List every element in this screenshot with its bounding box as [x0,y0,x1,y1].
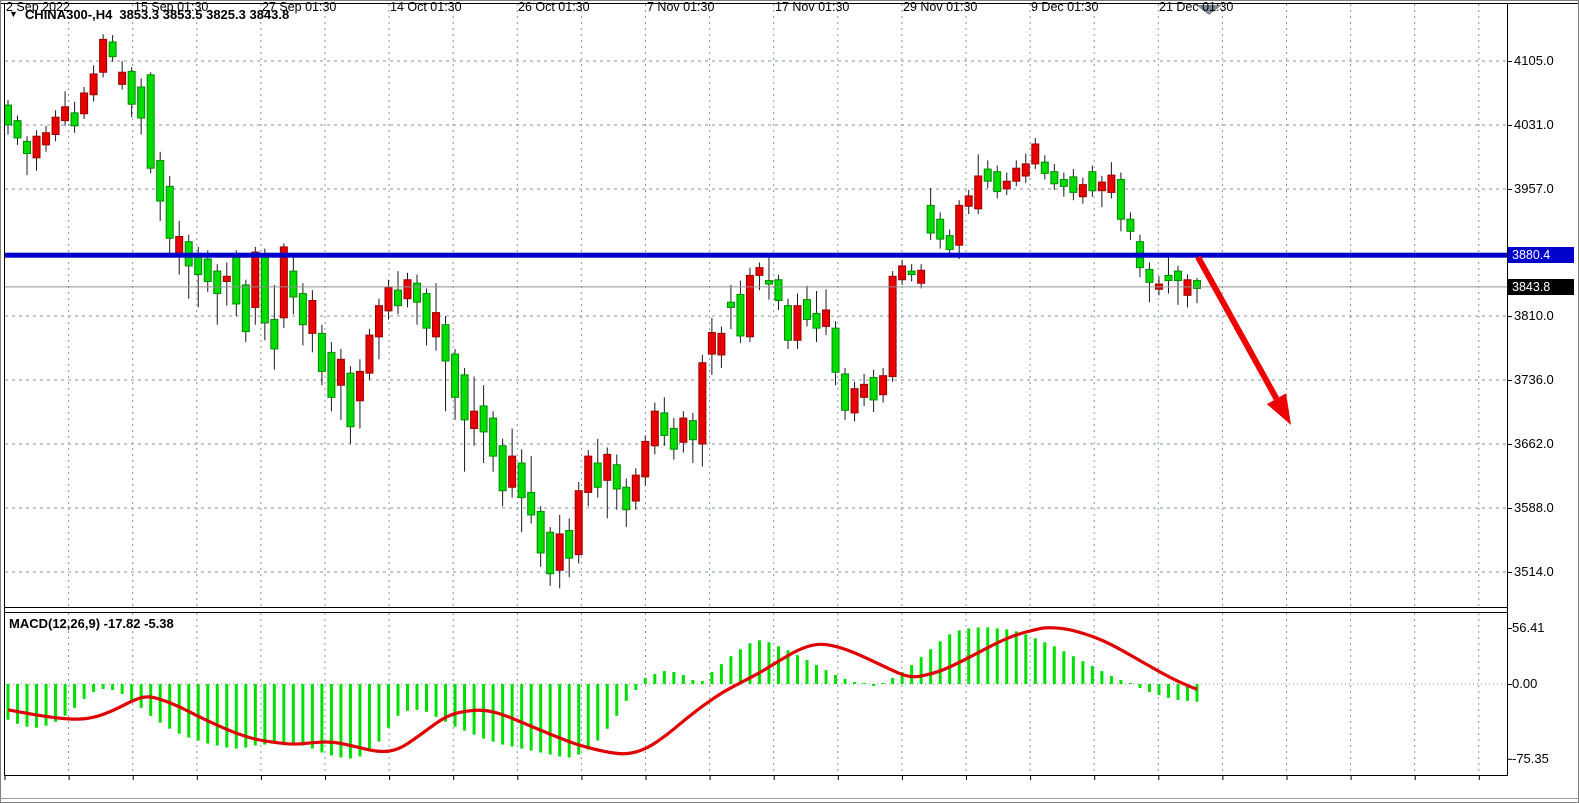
grid [5,4,1507,774]
price-axis-label: 3588.0 [1514,499,1554,515]
support-line[interactable] [5,252,1507,258]
price-axis-label: 3662.0 [1514,436,1554,452]
time-axis-label: 2 Sep 2022 [6,0,70,14]
candlestick-series [5,34,1201,589]
symbol-quotes: 3853.3 3853.5 3825.3 3843.8 [119,7,290,22]
macd-histogram [6,627,1199,759]
time-axis-label: 29 Nov 01:30 [903,0,978,14]
price-axis-label: 3957.0 [1514,180,1554,196]
last-price-badge: 3843.8 [1508,278,1574,295]
symbol-name: CHINA300-,H4 [24,7,113,22]
time-axis-label: 14 Oct 01:30 [390,0,462,14]
time-axis-label: 9 Dec 01:30 [1031,0,1099,14]
chart-shift-marker-icon[interactable] [1196,5,1222,15]
macd-axis-label: -75.35 [1512,750,1549,766]
price-axis-label: 4031.0 [1514,116,1554,132]
hline-price-badge: 3880.4 [1508,247,1574,264]
macd-indicator-label: MACD(12,26,9) -17.82 -5.38 [9,616,174,631]
trend-arrow[interactable] [1195,255,1291,425]
time-axis-label: 27 Sep 01:30 [262,0,337,14]
price-axis-label: 3810.0 [1514,308,1554,324]
macd-signal-line [7,626,1198,756]
symbol-title: ▼ CHINA300-,H4 3853.3 3853.5 3825.3 3843… [9,7,289,22]
macd-axis-label: 0.00 [1512,676,1538,691]
price-axis-label: 3736.0 [1514,372,1554,388]
time-axis-label: 17 Nov 01:30 [775,0,850,14]
symbol-dropdown-icon[interactable]: ▼ [9,8,18,19]
price-axis-label: 3514.0 [1514,563,1554,579]
time-axis-label: 7 Nov 01:30 [647,0,715,14]
time-axis-label: 15 Sep 01:30 [134,0,209,14]
time-axis-label: 26 Oct 01:30 [518,0,590,14]
macd-axis-label: 56.41 [1512,620,1545,635]
time-axis-label: 21 Dec 01:30 [1159,0,1234,14]
price-axis-label: 4105.0 [1514,53,1554,68]
